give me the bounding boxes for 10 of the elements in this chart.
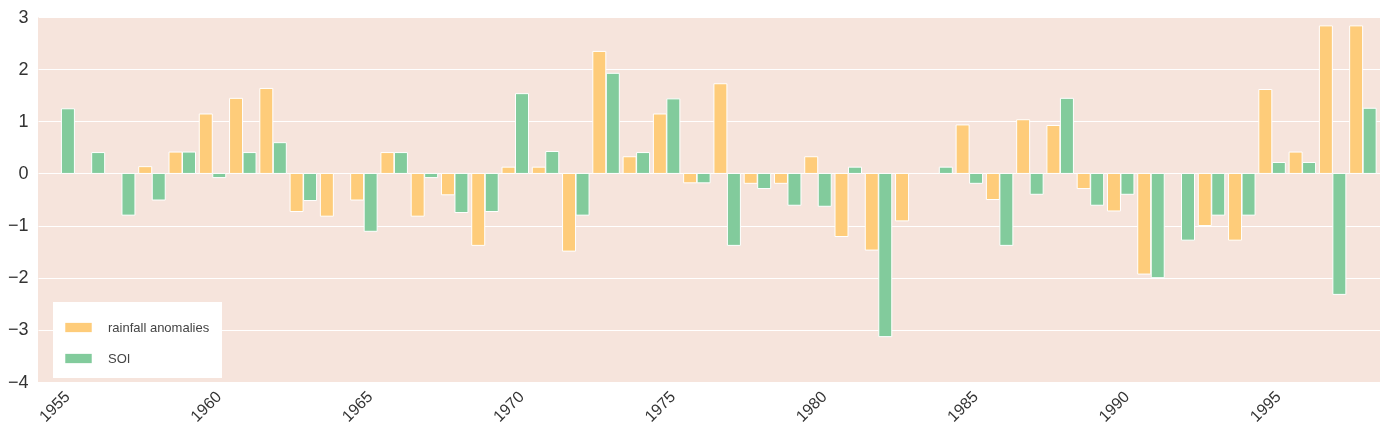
y-tick-label: −1: [7, 215, 29, 236]
legend-label: rainfall anomalies: [108, 319, 210, 335]
y-tick-label: 0: [18, 162, 29, 183]
y-tick-label: −4: [7, 371, 29, 392]
y-tick-label: 3: [18, 6, 29, 27]
y-tick-label: −3: [7, 319, 29, 340]
y-tick-label: −2: [7, 267, 29, 288]
y-tick-label: 2: [18, 58, 29, 79]
legend-label: SOI: [108, 350, 131, 366]
y-tick-label: 1: [18, 110, 29, 131]
